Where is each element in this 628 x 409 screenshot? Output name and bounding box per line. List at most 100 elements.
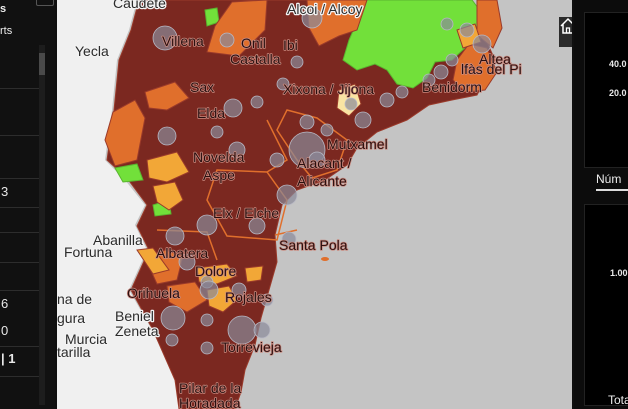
label-rojales: Rojales	[225, 289, 272, 305]
case-bubble[interactable]	[276, 77, 290, 91]
region-medium	[152, 181, 184, 211]
panel-divider	[0, 207, 39, 208]
label-xixona: Xixona / Jijona	[283, 81, 374, 97]
label-beniel: Beniel	[115, 308, 154, 324]
label-alicante: Alicante	[297, 173, 347, 189]
label-santapola: Santa Pola	[279, 237, 348, 253]
label-castalla: Castalla	[230, 51, 281, 67]
panel-value: 0	[1, 323, 9, 338]
case-bubble[interactable]	[210, 125, 224, 139]
panel-button[interactable]	[36, 0, 54, 6]
panel-divider	[0, 232, 39, 233]
case-bubble[interactable]	[152, 25, 178, 51]
panel-value: | 1	[1, 351, 16, 366]
case-bubble[interactable]	[276, 184, 298, 206]
label-yecla: Yecla	[75, 43, 109, 59]
region-none	[114, 163, 144, 183]
panel-divider	[0, 178, 39, 179]
case-bubble[interactable]	[308, 151, 326, 169]
case-bubble[interactable]	[445, 53, 459, 67]
case-bubble[interactable]	[422, 73, 436, 87]
case-bubble[interactable]	[472, 34, 492, 54]
case-bubble[interactable]	[379, 92, 395, 108]
label-alcoi: Alcoi / Alcoy	[287, 1, 362, 17]
axis-tick: 20.0	[609, 88, 627, 98]
case-bubble[interactable]	[253, 321, 271, 339]
case-bubble[interactable]	[260, 293, 274, 307]
label-gura: gura	[57, 310, 85, 326]
label-pilar: Pilar de la	[179, 380, 241, 396]
case-bubble[interactable]	[269, 152, 285, 168]
panel-value: 6	[1, 296, 9, 311]
case-bubble[interactable]	[200, 313, 214, 327]
case-bubble[interactable]	[395, 85, 409, 99]
district-boundaries	[156, 109, 348, 261]
label-tarilla: tarilla	[57, 344, 91, 360]
region-high	[144, 81, 190, 111]
label-alacant: Alacant /	[297, 155, 352, 171]
case-bubble[interactable]	[231, 282, 247, 298]
case-bubble[interactable]	[320, 123, 334, 137]
case-bubble[interactable]	[199, 280, 219, 300]
tab-underline	[596, 189, 628, 191]
axis-tick: 40.0	[609, 59, 627, 69]
land-outside-region	[57, 0, 179, 409]
case-bubble[interactable]	[223, 98, 243, 118]
case-bubble[interactable]	[228, 141, 246, 159]
left-side-panel: s rts 3 6 0 | 1	[0, 0, 55, 409]
case-bubble[interactable]	[178, 253, 196, 271]
case-bubble[interactable]	[200, 341, 214, 355]
scrollbar-thumb[interactable]	[39, 53, 45, 75]
case-bubble[interactable]	[433, 64, 449, 80]
chart-card: 1.00	[584, 204, 628, 406]
region-medium	[146, 151, 190, 183]
label-nade: na de	[57, 291, 92, 307]
label-aspe: Aspe	[203, 167, 235, 183]
map-view[interactable]: Caudete Alcoi / Alcoy Yecla Villena Onil…	[57, 0, 572, 409]
panel-divider	[0, 135, 39, 136]
label-novelda: Novelda	[193, 149, 245, 165]
label-albatera: Albatera	[156, 245, 208, 261]
right-side-panel: 40.0 20.0 Núm 1.00 Tota	[574, 0, 628, 409]
label-orihuela: Orihuela	[127, 285, 180, 301]
case-bubble[interactable]	[354, 111, 372, 129]
case-bubble[interactable]	[250, 95, 264, 109]
label-ibi: Ibi	[283, 37, 298, 53]
label-dolores: Dolore	[195, 263, 236, 279]
home-icon	[560, 17, 572, 34]
label-caudete: Caudete	[113, 0, 166, 11]
case-bubble[interactable]	[290, 55, 304, 69]
label-horadada: Horadada	[179, 395, 241, 409]
case-bubble[interactable]	[165, 226, 185, 246]
case-bubble[interactable]	[440, 17, 454, 31]
label-villena: Villena	[162, 33, 204, 49]
label-onil: Onil	[241, 35, 266, 51]
total-label: Tota	[608, 393, 628, 407]
chart-card: 40.0 20.0	[584, 12, 628, 168]
panel-title: s	[0, 3, 7, 15]
case-bubble[interactable]	[344, 97, 358, 111]
case-bubble[interactable]	[299, 114, 315, 130]
case-bubble[interactable]	[459, 22, 475, 38]
axis-tick: 1.00	[610, 268, 628, 278]
proportional-symbols	[152, 7, 492, 355]
panel-divider	[0, 376, 39, 377]
panel-scrollbar[interactable]	[39, 45, 45, 405]
case-bubble[interactable]	[281, 231, 297, 247]
case-bubble[interactable]	[196, 214, 218, 236]
choropleth-map: Caudete Alcoi / Alcoy Yecla Villena Onil…	[57, 0, 522, 409]
label-torrevieja: Torrevieja	[221, 339, 282, 355]
label-elx: Elx / Elche	[213, 205, 279, 221]
region-high	[104, 99, 146, 167]
home-button[interactable]	[559, 17, 572, 47]
case-bubble[interactable]	[301, 7, 323, 29]
label-zeneta: Zeneta	[115, 323, 159, 339]
case-bubble[interactable]	[157, 126, 177, 146]
case-bubble[interactable]	[165, 333, 179, 347]
panel-divider	[0, 262, 39, 263]
case-bubble[interactable]	[248, 217, 266, 235]
case-bubble[interactable]	[219, 32, 235, 48]
label-benidorm: Benidorm	[422, 79, 482, 95]
tab-numero[interactable]: Núm	[596, 172, 622, 186]
case-bubble[interactable]	[160, 305, 186, 331]
